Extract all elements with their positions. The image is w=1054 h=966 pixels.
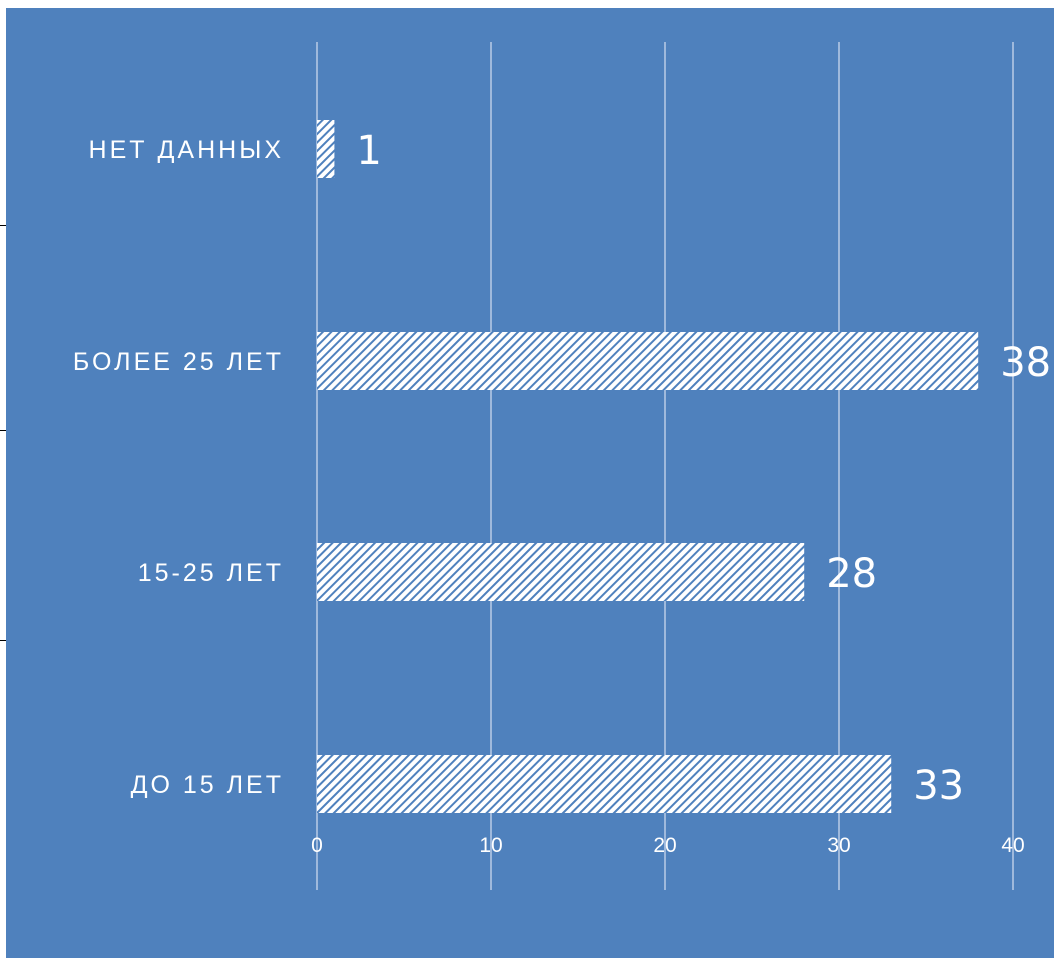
bars <box>317 120 979 813</box>
category-label: ДО 15 ЛЕТ <box>131 771 284 799</box>
edge-tick <box>0 430 6 431</box>
category-label: НЕТ ДАННЫХ <box>89 136 284 164</box>
bar <box>317 332 979 390</box>
edge-tick <box>0 640 6 641</box>
x-tick-label: 0 <box>311 834 323 857</box>
data-label: 1 <box>356 128 381 174</box>
labels: 0 10 20 30 40 НЕТ ДАННЫХ 1 БОЛЕЕ 25 ЛЕТ 38 15-25 … <box>73 128 1051 857</box>
data-label: 28 <box>826 551 877 597</box>
x-tick-label: 30 <box>827 834 850 857</box>
edge-tick <box>0 225 6 226</box>
x-tick-label: 20 <box>653 834 676 857</box>
data-label: 33 <box>913 763 964 809</box>
x-tick-label: 40 <box>1001 834 1024 857</box>
data-label: 38 <box>1000 340 1051 386</box>
bar <box>317 755 892 813</box>
category-label: 15-25 ЛЕТ <box>138 559 284 587</box>
bar <box>317 543 805 601</box>
category-label: БОЛЕЕ 25 ЛЕТ <box>73 348 284 376</box>
x-tick-label: 10 <box>479 834 502 857</box>
bar <box>317 120 335 178</box>
gridlines <box>316 42 1014 890</box>
